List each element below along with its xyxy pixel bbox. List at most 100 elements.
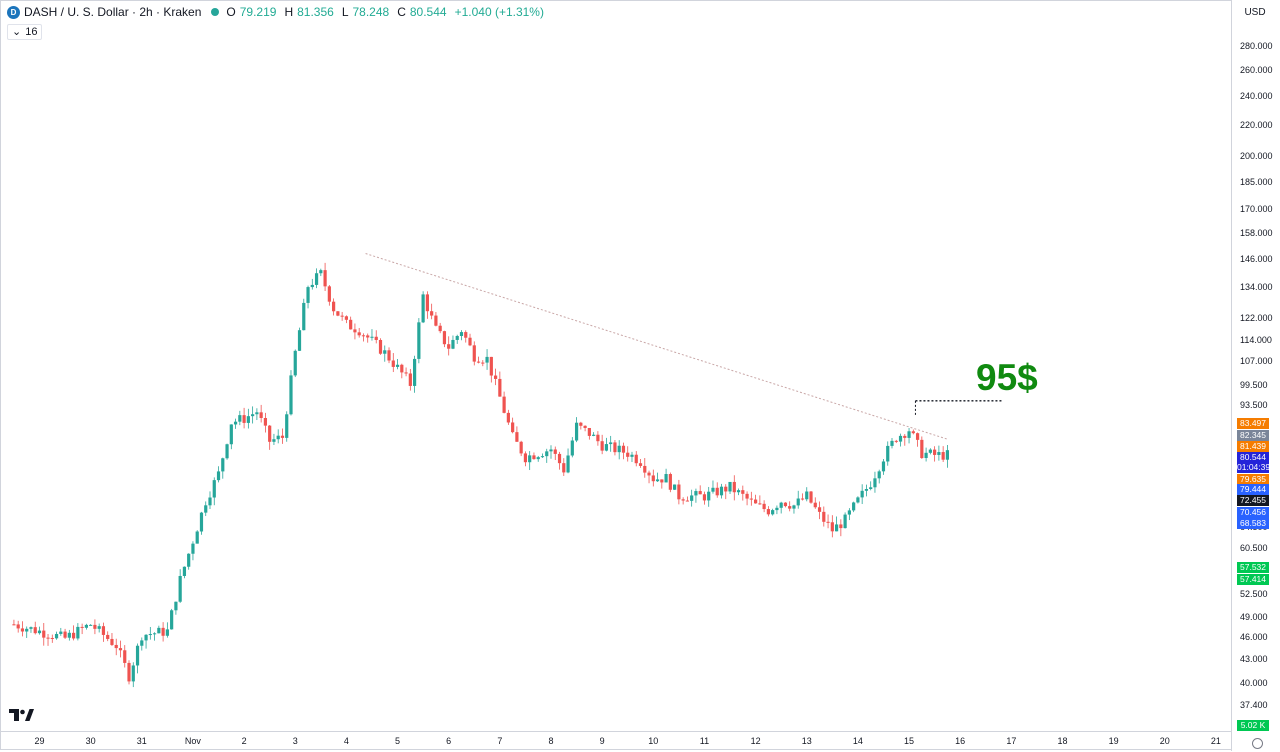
price-axis-tick: 43.000 xyxy=(1240,654,1268,665)
candle-body xyxy=(596,434,600,442)
candle-body xyxy=(327,286,331,302)
time-axis-tick: 16 xyxy=(955,736,966,746)
price-axis-tick: 260.000 xyxy=(1240,65,1273,76)
settings-gear-icon[interactable] xyxy=(1252,738,1263,749)
price-tag: 5.02 K xyxy=(1237,720,1269,731)
trendline[interactable] xyxy=(365,253,948,440)
candle-body xyxy=(76,626,80,639)
candle-body xyxy=(613,442,617,453)
candle-body xyxy=(97,626,101,629)
candle-body xyxy=(481,362,485,364)
price-annotation-label[interactable]: 95$ xyxy=(976,357,1038,398)
time-axis-tick: 18 xyxy=(1057,736,1068,746)
candle-body xyxy=(131,665,135,682)
time-axis-tick: 2 xyxy=(241,736,247,746)
candle-body xyxy=(570,440,574,456)
indicator-value: 16 xyxy=(25,26,38,38)
candle-body xyxy=(421,294,425,323)
candle-body xyxy=(464,332,468,338)
candle-body xyxy=(574,422,579,441)
candle-body xyxy=(745,493,749,499)
candle-body xyxy=(638,463,643,466)
candle-body xyxy=(344,316,348,320)
candle-body xyxy=(400,364,404,373)
candle-body xyxy=(302,302,306,331)
candle-body xyxy=(651,475,655,482)
time-axis[interactable] xyxy=(0,731,1231,752)
candle-body xyxy=(847,510,851,515)
candle-body xyxy=(174,601,178,611)
symbol-title[interactable]: DASH / U. S. Dollar · 2h · Kraken xyxy=(24,5,202,19)
candle-body xyxy=(741,490,745,494)
candle-body xyxy=(800,498,805,500)
candle-body xyxy=(839,524,843,529)
ohlc-close-label: C xyxy=(397,5,406,19)
currency-selector[interactable]: USD xyxy=(1244,7,1266,18)
ohlc-low-label: L xyxy=(341,5,349,19)
candle-body xyxy=(834,524,839,532)
candle-body xyxy=(920,439,924,459)
candle-body xyxy=(135,645,140,666)
candle-body xyxy=(297,330,302,351)
candle-body xyxy=(617,445,621,453)
price-tag: 01:04:39 xyxy=(1237,462,1271,473)
candle-body xyxy=(451,339,455,349)
candle-body xyxy=(455,335,459,340)
candle-body xyxy=(144,634,148,641)
candle-body xyxy=(229,424,233,445)
candle-body xyxy=(758,503,762,505)
price-tag: 68.583 xyxy=(1237,518,1269,529)
candle-body xyxy=(54,633,59,639)
price-axis-tick: 146.000 xyxy=(1240,254,1273,265)
candle-body xyxy=(749,498,753,500)
price-tag: 81.439 xyxy=(1237,441,1269,452)
price-axis-tick: 170.000 xyxy=(1240,204,1273,215)
price-axis-tick: 93.500 xyxy=(1240,400,1268,411)
ohlc-high-label: H xyxy=(284,5,294,19)
candle-body xyxy=(417,322,421,359)
candle-body xyxy=(404,372,408,374)
candle-body xyxy=(285,414,289,438)
candle-body xyxy=(319,270,323,274)
indicator-toggle[interactable]: ⌄ 16 xyxy=(7,24,43,40)
candle-body xyxy=(37,630,42,634)
candle-body xyxy=(843,514,847,529)
candle-body xyxy=(592,434,596,436)
candle-body xyxy=(33,627,37,634)
price-tag: 83.497 xyxy=(1237,418,1269,429)
price-axis-tick: 49.000 xyxy=(1240,611,1268,622)
candle-body xyxy=(783,502,788,507)
candle-body xyxy=(754,499,758,504)
candle-body xyxy=(685,500,689,502)
price-axis-tick: 114.000 xyxy=(1240,335,1272,346)
candle-body xyxy=(442,331,447,345)
candle-body xyxy=(255,412,259,415)
time-axis-tick: Nov xyxy=(184,736,201,746)
chart-legend: D DASH / U. S. Dollar · 2h · Kraken O 79.… xyxy=(7,5,548,19)
candle-body xyxy=(647,472,651,476)
ohlc-open-label: O xyxy=(226,5,236,19)
candle-body xyxy=(826,521,830,523)
candle-body xyxy=(762,503,766,510)
candle-body xyxy=(822,511,826,522)
candle-body xyxy=(161,627,165,636)
candle-body xyxy=(681,499,685,501)
price-tag: 80.544 xyxy=(1237,452,1269,463)
candle-body xyxy=(391,360,395,367)
candle-body xyxy=(523,453,528,463)
candle-body xyxy=(924,452,928,459)
candle-body xyxy=(127,662,131,682)
candle-body xyxy=(506,412,510,423)
candle-body xyxy=(191,543,195,554)
candle-body xyxy=(84,624,88,628)
time-axis-tick: 8 xyxy=(548,736,554,746)
price-chart[interactable] xyxy=(0,0,1231,731)
candle-body xyxy=(50,637,54,639)
candle-body xyxy=(72,632,76,639)
time-axis-tick: 13 xyxy=(801,736,812,746)
candle-body xyxy=(549,449,553,452)
candle-body xyxy=(357,332,361,336)
price-axis[interactable] xyxy=(1231,0,1280,751)
candle-body xyxy=(349,319,353,330)
candle-body xyxy=(830,522,834,532)
